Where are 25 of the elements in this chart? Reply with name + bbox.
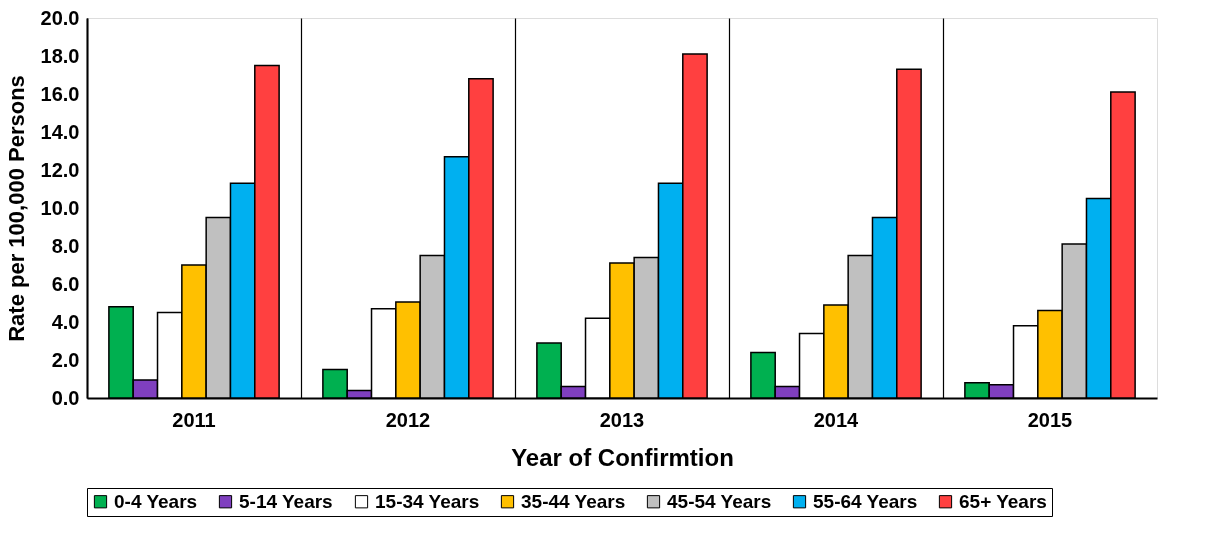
x-tick-label: 2015 bbox=[1027, 408, 1073, 431]
y-tick-label: 10.0 bbox=[40, 196, 80, 219]
legend-label: 65+ Years bbox=[959, 490, 1047, 512]
y-tick-label: 6.0 bbox=[51, 272, 80, 295]
legend-label: 5-14 Years bbox=[239, 490, 333, 512]
legend-label: 35-44 Years bbox=[521, 490, 626, 512]
legend-label: 15-34 Years bbox=[375, 490, 480, 512]
x-tick-label: 2013 bbox=[599, 408, 645, 431]
y-tick-label: 14.0 bbox=[40, 120, 80, 143]
x-tick-label: 2011 bbox=[172, 408, 216, 431]
y-tick-label: 0.0 bbox=[51, 386, 80, 409]
y-tick-label: 20.0 bbox=[40, 6, 80, 29]
legend-label: 45-54 Years bbox=[667, 490, 772, 512]
legend-label: 55-64 Years bbox=[813, 490, 918, 512]
x-tick-label: 2012 bbox=[385, 408, 431, 431]
legend-label: 0-4 Years bbox=[114, 490, 198, 512]
y-tick-label: 2.0 bbox=[51, 348, 80, 371]
y-tick-label: 16.0 bbox=[40, 82, 80, 105]
y-tick-label: 8.0 bbox=[51, 234, 80, 257]
x-tick-label: 2014 bbox=[813, 408, 860, 431]
x-axis-title: Year of Confirmtion bbox=[511, 443, 734, 471]
y-tick-label: 12.0 bbox=[40, 158, 80, 181]
y-axis-title: Rate per 100,000 Persons bbox=[3, 75, 29, 342]
y-tick-label: 18.0 bbox=[40, 44, 80, 67]
y-tick-label: 4.0 bbox=[51, 310, 80, 333]
